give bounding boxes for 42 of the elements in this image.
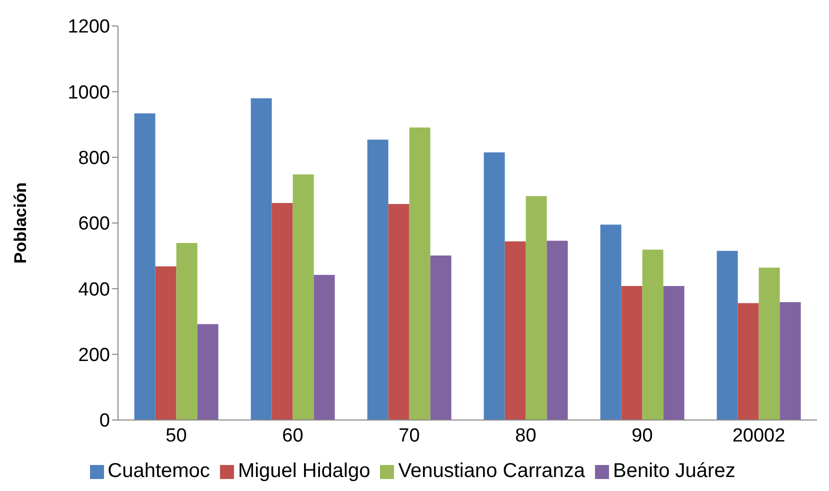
legend-label: Benito Juárez [613, 460, 736, 482]
bar [314, 274, 335, 420]
bar [250, 98, 272, 420]
bar [642, 250, 664, 420]
bar [600, 224, 622, 420]
bar [134, 113, 156, 420]
bar [780, 302, 801, 420]
legend-label: Miguel Hidalgo [238, 460, 370, 482]
bar [663, 286, 684, 420]
x-tick-label: 50 [166, 425, 187, 446]
y-tick-label: 1200 [68, 16, 110, 38]
bar [484, 152, 505, 420]
y-axis-title: Población [11, 182, 30, 264]
bar [621, 286, 642, 420]
bar [430, 256, 452, 420]
x-tick-label: 90 [632, 425, 653, 446]
legend-label: Venustiano Carranza [398, 460, 586, 482]
bar [292, 174, 314, 420]
bar [176, 243, 198, 420]
bar [716, 250, 738, 420]
x-tick-label: 80 [515, 425, 536, 446]
bar [388, 204, 410, 420]
y-tick-label: 200 [78, 345, 110, 366]
y-tick-label: 600 [78, 214, 110, 235]
legend-label: Cuahtemoc [108, 460, 210, 482]
bar [272, 202, 293, 420]
bar [367, 140, 388, 420]
x-tick-label: 60 [282, 425, 304, 446]
y-tick-label: 0 [99, 410, 110, 432]
bar [409, 127, 430, 420]
bar [155, 266, 176, 420]
bar [546, 240, 568, 420]
x-tick-label: 70 [398, 425, 420, 446]
y-tick-label: 800 [78, 148, 110, 170]
bar [526, 196, 547, 420]
y-tick-label: 1000 [68, 82, 110, 104]
bar [197, 324, 218, 420]
bar [738, 303, 759, 420]
bar [758, 268, 780, 420]
x-tick-label: 20002 [732, 425, 786, 446]
bar [504, 241, 526, 420]
y-tick-label: 400 [78, 279, 110, 300]
